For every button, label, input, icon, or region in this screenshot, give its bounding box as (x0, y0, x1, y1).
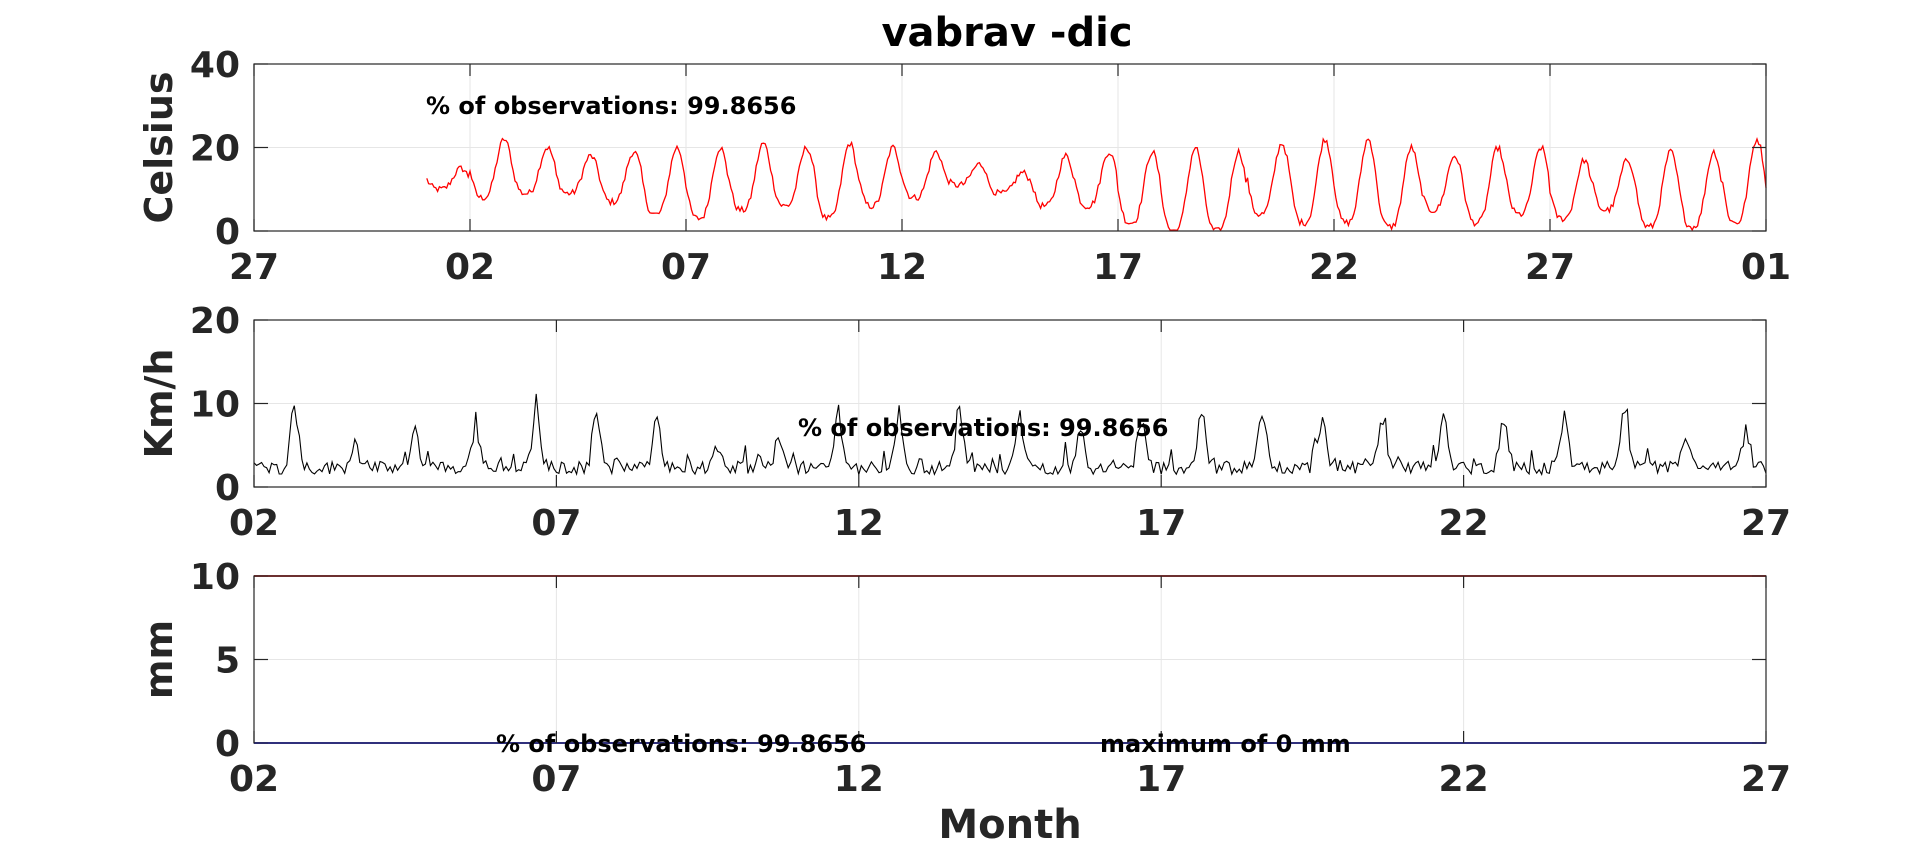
wind-ticks: 02 07 12 17 22 27 0 10 20 (190, 301, 1791, 544)
x-tick-label: 17 (1136, 503, 1186, 544)
x-tick-label: 07 (531, 503, 581, 544)
wind-series-line (253, 393, 1767, 477)
x-tick-label: 02 (229, 759, 279, 800)
precipitation-grid (254, 576, 1766, 743)
x-tick-label: 17 (1136, 759, 1186, 800)
temperature-ticks: 27 02 07 12 17 22 27 01 0 20 40 (190, 45, 1791, 288)
temperature-grid (254, 64, 1766, 231)
x-tick-label: 27 (1741, 759, 1791, 800)
x-tick-label: 27 (1525, 247, 1575, 288)
temperature-plot-area (426, 136, 1767, 232)
precipitation-ylabel: mm (137, 620, 181, 699)
x-tick-label: 01 (1741, 247, 1791, 288)
y-tick-label: 0 (215, 724, 240, 765)
x-tick-label: 12 (834, 503, 884, 544)
wind-plot-area (253, 393, 1767, 477)
x-tick-label: 22 (1439, 759, 1489, 800)
x-tick-label: 12 (834, 759, 884, 800)
temperature-series-line (426, 136, 1767, 232)
precipitation-ticks: 02 07 12 17 22 27 0 5 10 (190, 557, 1791, 800)
temperature-observations-annotation: % of observations: 99.8656 (426, 92, 796, 120)
y-tick-label: 20 (190, 301, 240, 342)
x-tick-label: 22 (1439, 503, 1489, 544)
precipitation-xlabel: Month (938, 802, 1081, 841)
x-tick-label: 02 (445, 247, 495, 288)
y-tick-label: 10 (190, 557, 240, 598)
wind-observations-annotation: % of observations: 99.8656 (798, 414, 1168, 442)
x-tick-label: 27 (1741, 503, 1791, 544)
x-tick-label: 17 (1093, 247, 1143, 288)
wind-ylabel: Km/h (137, 349, 181, 459)
y-tick-label: 0 (215, 212, 240, 253)
temperature-panel: 27 02 07 12 17 22 27 01 0 20 40 Celsius % of obser… (137, 45, 1791, 288)
x-tick-label: 07 (531, 759, 581, 800)
precipitation-observations-annotation: % of observations: 99.8656 (496, 730, 866, 758)
wind-panel: 02 07 12 17 22 27 0 10 20 Km/h % of observations… (137, 301, 1791, 544)
x-tick-label: 07 (661, 247, 711, 288)
precipitation-panel: 02 07 12 17 22 27 0 5 10 mm Month % of observati… (137, 557, 1791, 841)
x-tick-label: 27 (229, 247, 279, 288)
temperature-ylabel: Celsius (137, 72, 181, 224)
x-tick-label: 02 (229, 503, 279, 544)
y-tick-label: 10 (190, 385, 240, 426)
y-tick-label: 0 (215, 468, 240, 509)
wind-grid (254, 320, 1766, 487)
y-tick-label: 40 (190, 45, 240, 86)
x-tick-label: 12 (877, 247, 927, 288)
x-tick-label: 22 (1309, 247, 1359, 288)
y-tick-label: 5 (215, 641, 240, 682)
y-tick-label: 20 (190, 129, 240, 170)
precipitation-maximum-annotation: maximum of 0 mm (1100, 730, 1351, 758)
figure-title: vabrav -dic (881, 10, 1132, 56)
